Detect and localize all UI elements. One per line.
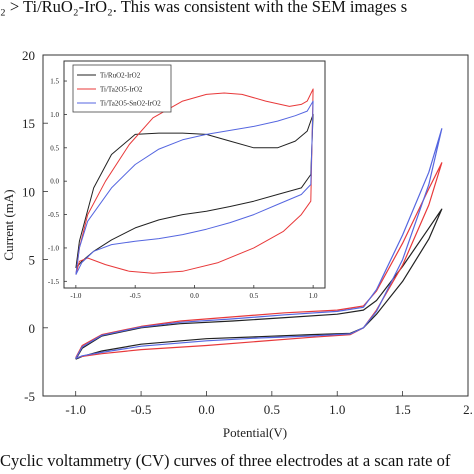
x-tick-label: -0.5: [131, 402, 152, 417]
plot-frame: [42, 54, 469, 397]
x-tick-label: -1.0: [70, 292, 82, 300]
y-tick-label: 20: [22, 48, 35, 63]
series-line-3: [75, 128, 443, 360]
series-line-2: [75, 162, 443, 359]
inset-axis-ticks: [64, 80, 314, 288]
y-tick-label: 1.5: [50, 78, 59, 86]
y-tick-label: 1.0: [50, 111, 59, 119]
x-tick-label: -1.0: [65, 402, 86, 417]
legend-label-3: Ti/Ta2O5-SnO2-IrO2: [100, 100, 161, 108]
x-tick-label: 0.5: [264, 402, 280, 417]
main-axis-tick-labels: -1.0 -0.5 0.0 0.5 1.0 1.5 2. -5 0 5 10 15 20: [22, 48, 473, 417]
x-tick-label: 1.0: [329, 402, 345, 417]
x-tick-label: 2.: [463, 402, 473, 417]
main-axis-ticks: [43, 54, 469, 397]
legend: Ti/RuO2-IrO2 Ti/Ta2O5-IrO2 Ti/Ta2O5-SnO2-I…: [72, 64, 172, 113]
y-axis-title: Current (mA): [1, 189, 16, 260]
x-tick-label: 0.5: [249, 292, 258, 300]
y-tick-label: 15: [22, 116, 35, 131]
x-axis-title: Potential(V): [223, 425, 287, 440]
x-tick-label: 0.0: [190, 292, 199, 300]
x-tick-label: 1.5: [394, 402, 410, 417]
x-tick-label: -0.5: [130, 292, 142, 300]
y-tick-label: -1.0: [48, 244, 60, 252]
y-tick-label: 0: [29, 321, 36, 336]
inset-chart: -1.0 -0.5 0.0 0.5 1.0 -1.5 -1.0 -0.5 0.0 0.5 1.0 1.…: [48, 60, 326, 300]
y-tick-label: 0.0: [50, 178, 59, 186]
legend-label-1: Ti/RuO2-IrO2: [100, 72, 141, 80]
y-tick-label: -5: [24, 389, 35, 404]
series-line-2: [75, 88, 314, 275]
main-series-group: [75, 128, 443, 360]
y-tick-label: 5: [29, 253, 36, 268]
series-line-1: [75, 208, 443, 360]
inset-axis-tick-labels: -1.0 -0.5 0.0 0.5 1.0 -1.5 -1.0 -0.5 0.0 0.5 1.0 1.…: [48, 78, 318, 300]
y-tick-label: -1.5: [48, 278, 60, 286]
legend-label-2: Ti/Ta2O5-IrO2: [100, 86, 143, 94]
x-tick-label: 1.0: [309, 292, 318, 300]
context-text-top: ₂ > Ti/RuO₂-IrO₂. This was consistent wi…: [0, 0, 408, 16]
figure-caption: Cyclic voltammetry (CV) curves of three …: [0, 451, 451, 470]
series-line-3: [75, 100, 314, 275]
x-tick-label: 0.0: [198, 402, 214, 417]
y-tick-label: -0.5: [48, 211, 60, 219]
inset-series-group: [75, 88, 314, 275]
y-tick-label: 10: [22, 184, 35, 199]
y-tick-label: 0.5: [50, 144, 59, 152]
